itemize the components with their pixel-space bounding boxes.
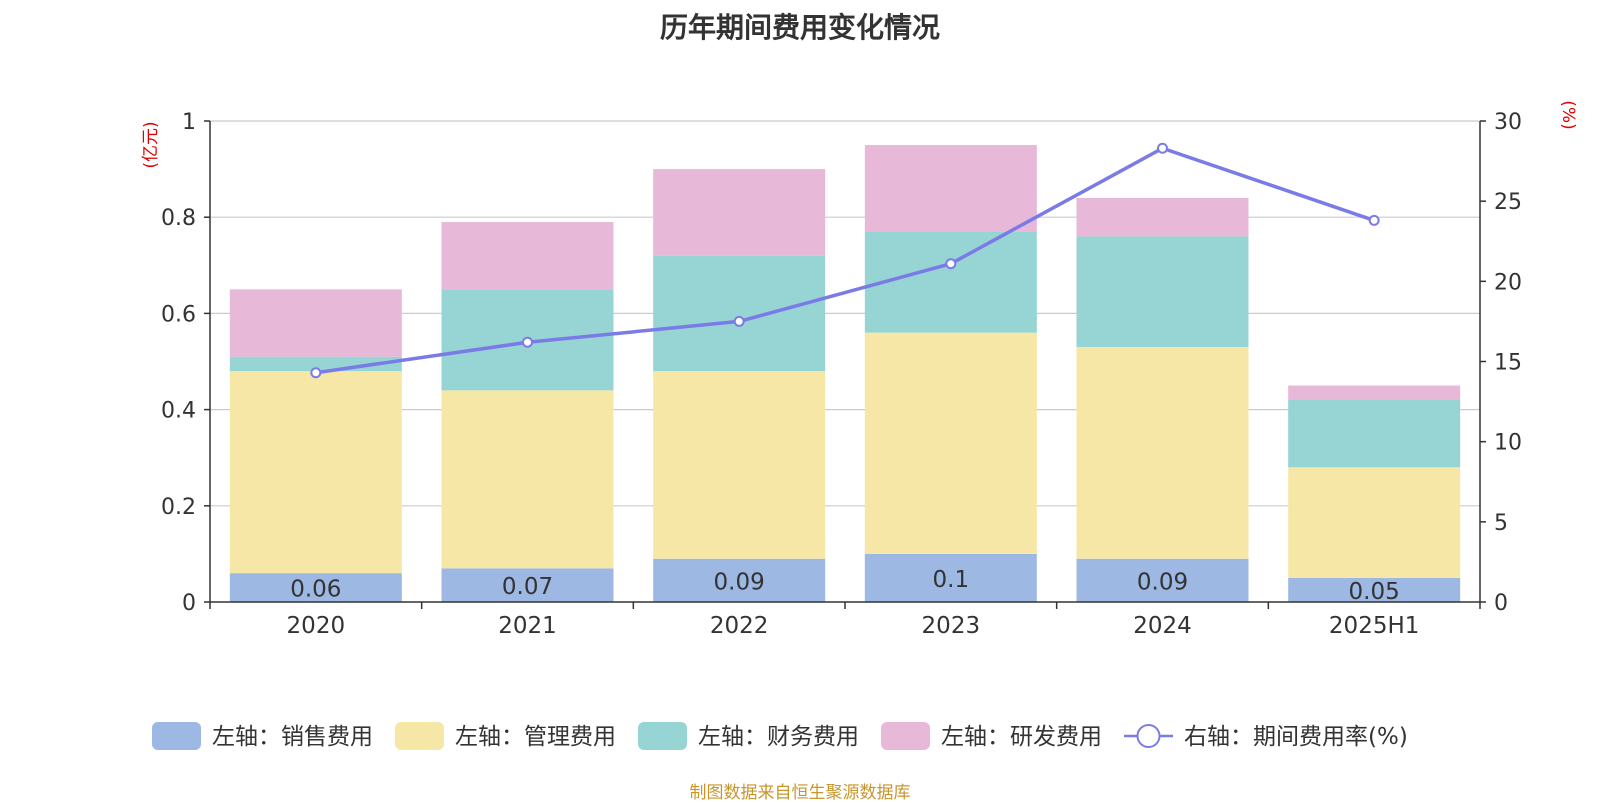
right-tick-label: 10 [1494,431,1522,456]
bar-segment [1076,236,1249,348]
bar-data-label: 0.1 [933,567,970,593]
bar-segment [441,390,614,569]
legend-label: 左轴：销售费用 [212,724,373,750]
rate-line [310,142,1380,379]
legend: 左轴：销售费用 左轴：管理费用 左轴：财务费用 左轴：研发费用 右轴：期间费用率(%) [152,722,1408,750]
bar-segment [1288,385,1461,400]
legend-swatch [881,722,930,750]
x-tick-label: 2020 [287,613,346,639]
right-axis-label: (%) [1558,100,1578,129]
rate-line-path [315,146,1375,375]
left-tick-label: 0.4 [161,399,196,424]
legend-swatch [152,722,201,750]
x-tick-label: 2022 [710,613,769,639]
bar-segment [229,573,402,602]
bar-segment [1288,399,1461,468]
rate-line-point [522,336,533,348]
data-labels: 0.06 0.07 0.09 0.1 0.09 0.05 [290,567,1400,605]
right-tick-label: 15 [1494,351,1522,376]
bar-data-label: 0.09 [714,569,765,595]
bar-segment [864,553,1037,602]
bar-segment [1288,467,1461,578]
legend-label: 左轴：财务费用 [698,724,859,750]
legend-label: 左轴：研发费用 [941,724,1102,750]
bar-series [229,145,1461,602]
x-tick-label: 2023 [922,613,981,639]
chart-title: 历年期间费用变化情况 [659,11,940,44]
legend-label: 左轴：管理费用 [455,724,616,750]
bar-segment [229,371,402,574]
bar-data-label: 0.06 [290,577,341,603]
right-tick-label: 25 [1494,190,1522,215]
x-tick-label: 2024 [1133,613,1192,639]
left-tick-label: 0.2 [161,495,196,520]
right-tick-label: 5 [1494,511,1508,536]
bar-segment [653,558,826,602]
bar-segment [864,332,1037,554]
bar-segment [441,222,614,290]
bar-segment [1076,347,1249,559]
rate-line-point [945,258,957,270]
bar-segment [653,255,826,372]
grid-lines [210,120,1480,507]
rate-line-point [1157,142,1168,154]
left-axis-label: (亿元) [141,121,161,168]
legend-line-marker [1136,724,1161,748]
left-tick-label: 0.6 [161,302,196,327]
rate-line-point [733,315,745,327]
rate-line-point [310,367,322,379]
bar-segment [1076,558,1249,602]
left-tick-label: 1 [182,110,196,135]
bar-segment [864,231,1037,333]
x-tick-label: 2025H1 [1329,613,1419,639]
legend-swatch [395,722,444,750]
bar-segment [653,371,826,559]
bar-segment [229,289,402,357]
right-tick-label: 20 [1494,270,1522,295]
bar-data-label: 0.09 [1137,569,1188,595]
bar-data-label: 0.07 [502,574,553,600]
right-tick-label: 0 [1494,591,1508,616]
legend-label: 右轴：期间费用率(%) [1184,724,1408,750]
legend-swatch [638,722,687,750]
source-note: 制图数据来自恒生聚源数据库 [689,783,911,803]
x-tick-label: 2021 [498,613,557,639]
bar-segment [441,568,614,602]
bar-data-label: 0.05 [1349,579,1400,605]
right-tick-label: 30 [1494,110,1522,135]
bar-segment [1288,577,1461,602]
bar-segment [864,145,1037,232]
left-tick-label: 0 [182,591,196,616]
left-tick-label: 0.8 [161,206,196,231]
rate-line-point [1368,214,1380,226]
bar-segment [1076,197,1249,237]
bar-segment [653,169,826,256]
